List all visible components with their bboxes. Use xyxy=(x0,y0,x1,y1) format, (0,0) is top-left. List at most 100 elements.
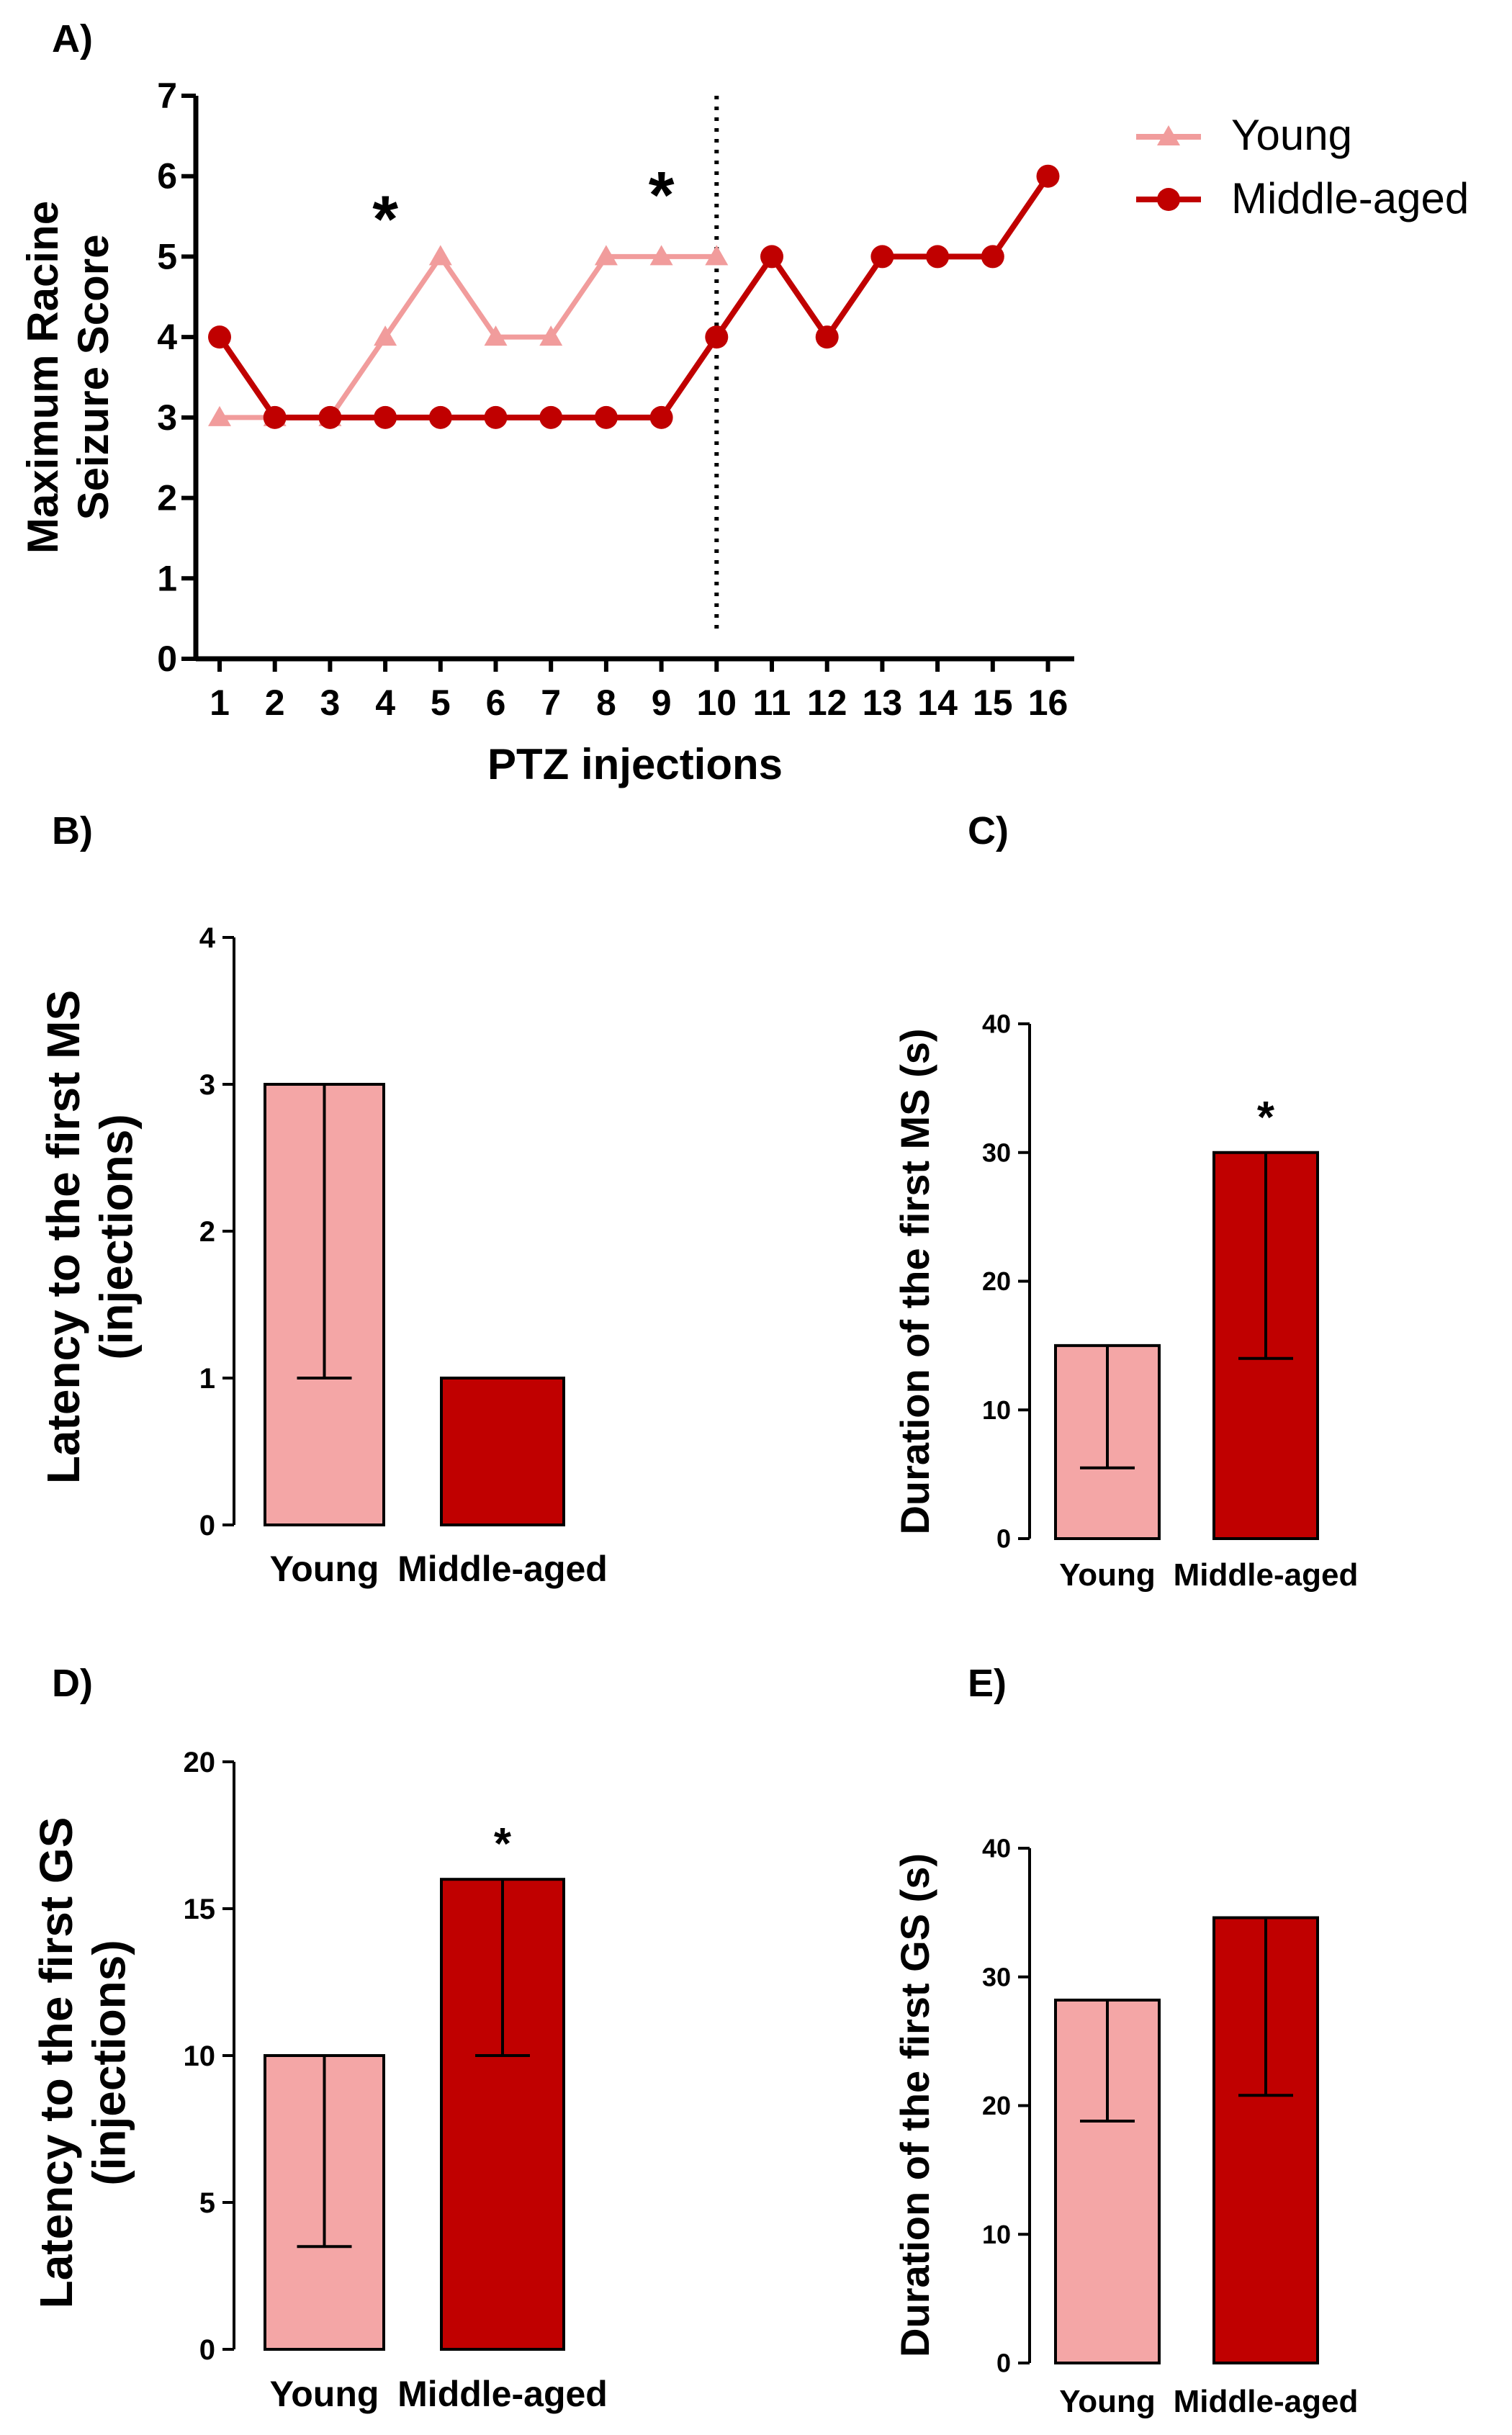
panel-e: E) Young Middle-aged 0 10 20 30 40 Duration of t… xyxy=(892,1662,1358,2419)
legend-label: Middle-aged xyxy=(1231,174,1469,222)
x-tick-label: 3 xyxy=(320,683,340,723)
data-point xyxy=(484,405,508,429)
data-point xyxy=(484,325,508,346)
y-tick-label: 40 xyxy=(982,1834,1011,1863)
panel-label: A) xyxy=(52,17,93,60)
x-tick-label: 9 xyxy=(652,683,672,723)
y-axis-title-line: Latency to the first GS xyxy=(30,1817,82,2309)
data-point xyxy=(428,245,452,266)
error-bar xyxy=(1238,1152,1293,1360)
y-axis-title: Duration of the first GS (s) xyxy=(892,1853,937,2357)
data-point xyxy=(705,325,729,349)
y-tick-label: 5 xyxy=(157,236,177,276)
error-bar xyxy=(1080,1345,1135,1469)
error-bar xyxy=(297,2056,352,2249)
y-axis-title-line: Duration of the first MS (s) xyxy=(892,1028,937,1534)
x-tick-label: 6 xyxy=(486,683,506,723)
series-young xyxy=(208,245,729,426)
y-axis-title: Latency to the first GS(injections) xyxy=(30,1817,135,2309)
data-point xyxy=(760,245,783,269)
category-label: Middle-aged xyxy=(397,1549,608,1589)
category-label: Middle-aged xyxy=(1174,1557,1359,1593)
data-point xyxy=(870,245,894,269)
y-axis-title-line: Maximum Racine xyxy=(19,201,67,554)
x-tick-label: 12 xyxy=(807,683,847,723)
data-point xyxy=(263,405,287,429)
y-tick-label: 1 xyxy=(199,1363,215,1395)
data-point xyxy=(1036,164,1060,188)
y-tick-label: 6 xyxy=(157,156,177,197)
y-tick-label: 3 xyxy=(157,397,177,438)
panel-b: B) Young Middle-aged 0 1 2 3 4 Latency to the fi… xyxy=(37,809,608,1589)
y-tick-label: 5 xyxy=(199,2187,215,2219)
y-tick-label: 2 xyxy=(199,1216,215,1248)
category-label: Young xyxy=(270,2374,379,2414)
data-point xyxy=(374,405,397,429)
panel-label: B) xyxy=(52,809,93,852)
x-axis-title: PTZ injections xyxy=(487,740,783,788)
y-tick-label: 10 xyxy=(982,1395,1011,1425)
significance-star: * xyxy=(649,159,675,233)
x-tick-label: 11 xyxy=(753,683,791,723)
y-tick-label: 0 xyxy=(199,1510,215,1541)
legend-swatch-marker xyxy=(1157,188,1180,211)
significance-star: * xyxy=(1257,1093,1275,1143)
panel-label: E) xyxy=(968,1662,1007,1705)
series-line xyxy=(220,252,717,420)
data-point xyxy=(318,405,342,429)
data-point xyxy=(539,405,563,429)
category-label: Middle-aged xyxy=(1174,2384,1359,2419)
y-axis-title: Latency to the first MS(injections) xyxy=(37,990,143,1484)
series-line xyxy=(217,174,1050,420)
data-point xyxy=(374,325,397,346)
category-label: Young xyxy=(1059,1557,1156,1593)
x-tick-label: 13 xyxy=(863,683,903,723)
y-tick-label: 7 xyxy=(157,76,177,116)
bar-middle-aged xyxy=(440,1377,565,1526)
panel-d: D) Young * Middle-aged 0 5 10 15 20 Latency to th… xyxy=(30,1662,608,2414)
y-tick-label: 0 xyxy=(199,2334,215,2366)
data-point xyxy=(594,245,618,266)
error-bar xyxy=(297,1084,352,1379)
y-axis-title: Duration of the first MS (s) xyxy=(892,1028,937,1534)
y-axis-title: Maximum RacineSeizure Score xyxy=(19,201,117,554)
legend-swatch-marker xyxy=(1157,125,1180,145)
x-tick-label: 14 xyxy=(917,683,958,723)
x-tick-label: 10 xyxy=(696,683,737,723)
x-tick-label: 15 xyxy=(973,683,1013,723)
y-axis-title-line: Latency to the first MS xyxy=(37,990,89,1484)
data-point xyxy=(705,245,729,266)
data-point xyxy=(926,245,950,269)
series-middle-aged xyxy=(208,164,1060,429)
y-tick-label: 4 xyxy=(157,317,177,357)
y-tick-label: 0 xyxy=(996,1524,1011,1554)
category-label: Middle-aged xyxy=(397,2374,608,2414)
data-point xyxy=(428,405,452,429)
x-tick-label: 1 xyxy=(210,683,230,723)
y-tick-label: 0 xyxy=(157,639,177,679)
data-point xyxy=(594,405,618,429)
y-tick-label: 15 xyxy=(184,1894,216,1925)
y-tick-label: 0 xyxy=(996,2349,1011,2378)
x-tick-label: 16 xyxy=(1028,683,1068,723)
data-point xyxy=(208,325,231,349)
significance-star: * xyxy=(372,183,398,256)
data-point xyxy=(981,245,1004,269)
data-point xyxy=(539,325,563,346)
data-point xyxy=(815,325,839,349)
error-bar xyxy=(475,1879,530,2057)
y-tick-label: 3 xyxy=(199,1069,215,1101)
y-tick-label: 30 xyxy=(982,1962,1011,1991)
legend-label: Young xyxy=(1231,111,1352,159)
y-tick-label: 20 xyxy=(982,2091,1011,2120)
panel-c: C) Young * Middle-aged 0 10 20 30 40 Duration of … xyxy=(892,809,1358,1593)
y-tick-label: 10 xyxy=(184,2040,216,2072)
y-tick-label: 4 xyxy=(199,922,216,954)
y-tick-label: 30 xyxy=(982,1138,1011,1167)
x-tick-label: 7 xyxy=(541,683,561,723)
y-tick-label: 2 xyxy=(157,478,177,518)
y-tick-label: 40 xyxy=(982,1009,1011,1039)
legend: Young Middle-aged xyxy=(1136,111,1469,222)
